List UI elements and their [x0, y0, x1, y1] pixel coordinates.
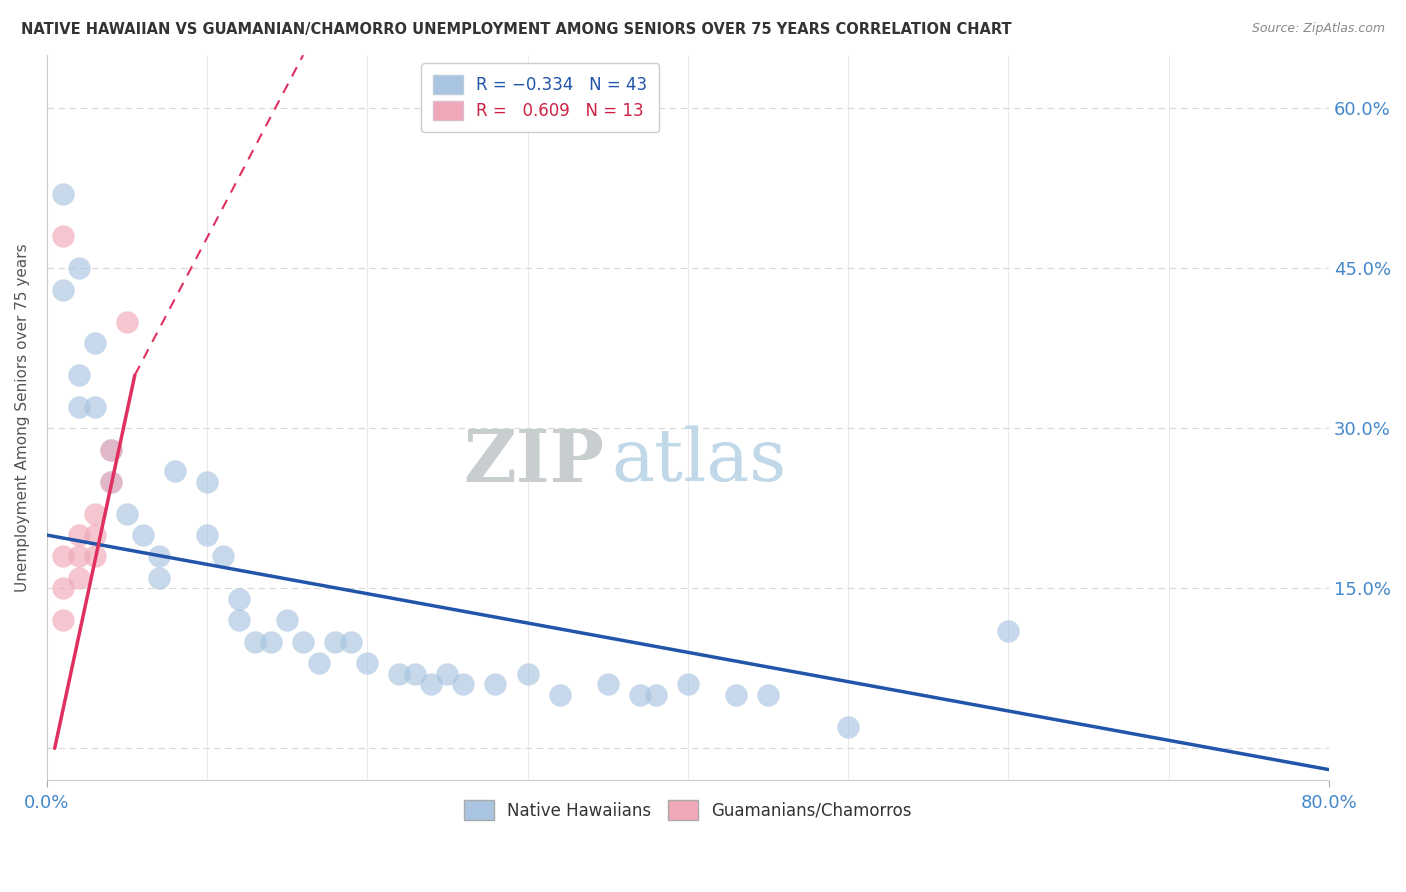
- Point: [356, 656, 378, 670]
- Point: [100, 442, 122, 457]
- Point: [404, 666, 426, 681]
- Point: [115, 507, 138, 521]
- Point: [837, 720, 859, 734]
- Point: [83, 336, 105, 351]
- Legend: Native Hawaiians, Guamanians/Chamorros: Native Hawaiians, Guamanians/Chamorros: [457, 794, 918, 826]
- Point: [195, 528, 218, 542]
- Point: [516, 666, 538, 681]
- Point: [724, 688, 747, 702]
- Point: [52, 229, 75, 244]
- Point: [212, 549, 235, 564]
- Point: [67, 368, 90, 382]
- Point: [67, 549, 90, 564]
- Point: [67, 261, 90, 276]
- Point: [628, 688, 651, 702]
- Point: [453, 677, 475, 691]
- Point: [340, 634, 363, 648]
- Point: [596, 677, 619, 691]
- Point: [756, 688, 779, 702]
- Point: [52, 283, 75, 297]
- Point: [260, 634, 283, 648]
- Point: [83, 400, 105, 414]
- Point: [100, 442, 122, 457]
- Point: [548, 688, 571, 702]
- Point: [67, 528, 90, 542]
- Point: [420, 677, 443, 691]
- Point: [484, 677, 506, 691]
- Point: [100, 475, 122, 489]
- Text: NATIVE HAWAIIAN VS GUAMANIAN/CHAMORRO UNEMPLOYMENT AMONG SENIORS OVER 75 YEARS C: NATIVE HAWAIIAN VS GUAMANIAN/CHAMORRO UN…: [21, 22, 1012, 37]
- Point: [132, 528, 155, 542]
- Point: [644, 688, 666, 702]
- Point: [292, 634, 315, 648]
- Point: [67, 571, 90, 585]
- Point: [52, 549, 75, 564]
- Point: [323, 634, 346, 648]
- Point: [148, 549, 170, 564]
- Point: [276, 613, 298, 627]
- Point: [388, 666, 411, 681]
- Y-axis label: Unemployment Among Seniors over 75 years: Unemployment Among Seniors over 75 years: [15, 244, 30, 592]
- Point: [83, 528, 105, 542]
- Point: [52, 582, 75, 596]
- Point: [228, 592, 250, 607]
- Point: [997, 624, 1019, 638]
- Point: [148, 571, 170, 585]
- Point: [163, 464, 186, 478]
- Text: ZIP: ZIP: [464, 425, 605, 497]
- Point: [67, 400, 90, 414]
- Text: atlas: atlas: [610, 426, 786, 497]
- Point: [83, 507, 105, 521]
- Point: [52, 186, 75, 201]
- Text: Source: ZipAtlas.com: Source: ZipAtlas.com: [1251, 22, 1385, 36]
- Point: [115, 315, 138, 329]
- Point: [100, 475, 122, 489]
- Point: [676, 677, 699, 691]
- Point: [243, 634, 266, 648]
- Point: [308, 656, 330, 670]
- Point: [436, 666, 458, 681]
- Point: [52, 613, 75, 627]
- Point: [228, 613, 250, 627]
- Point: [83, 549, 105, 564]
- Point: [195, 475, 218, 489]
